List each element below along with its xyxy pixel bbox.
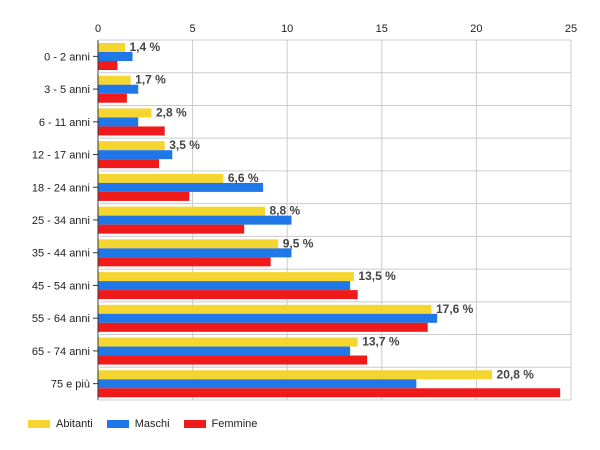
bar-abitanti[interactable] (98, 370, 493, 380)
bar-maschi[interactable] (98, 52, 133, 61)
data-label: 6,6 % (228, 171, 259, 185)
bar-maschi[interactable] (98, 150, 173, 160)
bar-abitanti[interactable] (98, 108, 152, 118)
x-tick-label: 20 (470, 23, 482, 35)
bar-maschi[interactable] (98, 182, 264, 192)
data-label: 17,6 % (436, 302, 474, 316)
category-label: 3 - 5 anni (44, 84, 90, 96)
legend-label-abitanti: Abitanti (56, 418, 93, 430)
category-label: 12 - 17 anni (32, 150, 90, 162)
bar-maschi[interactable] (98, 346, 351, 356)
bar-abitanti[interactable] (98, 43, 125, 52)
category-label: 25 - 34 anni (32, 215, 90, 227)
x-tick-label: 0 (95, 23, 101, 35)
data-label: 1,7 % (135, 73, 166, 87)
bar-femmine[interactable] (98, 159, 160, 169)
bar-abitanti[interactable] (98, 304, 432, 314)
data-label: 1,4 % (129, 40, 160, 54)
category-label: 18 - 24 anni (32, 182, 90, 194)
x-tick-label: 5 (190, 23, 196, 35)
data-label: 8,8 % (269, 204, 300, 218)
bar-femmine[interactable] (98, 388, 561, 398)
data-label: 9,5 % (283, 236, 314, 250)
bar-abitanti[interactable] (98, 173, 224, 183)
x-tick-label: 25 (565, 23, 577, 35)
bar-abitanti[interactable] (98, 239, 279, 249)
category-label: 55 - 64 anni (32, 313, 90, 325)
category-label: 6 - 11 anni (39, 117, 90, 129)
category-label: 0 - 2 anni (44, 51, 90, 63)
bar-femmine[interactable] (98, 322, 428, 332)
category-label: 75 e più (51, 379, 90, 391)
legend-swatch-abitanti (28, 420, 50, 428)
bar-maschi[interactable] (98, 215, 292, 225)
bar-femmine[interactable] (98, 257, 271, 267)
bar-femmine[interactable] (98, 126, 165, 136)
data-label: 3,5 % (169, 138, 200, 152)
data-label: 2,8 % (156, 105, 187, 119)
data-label: 20,8 % (497, 367, 535, 381)
legend-swatch-femmine (183, 420, 206, 428)
bar-abitanti[interactable] (98, 141, 165, 151)
bar-femmine[interactable] (98, 93, 127, 103)
bar-maschi[interactable] (98, 379, 417, 389)
bar-maschi[interactable] (98, 248, 292, 258)
bar-maschi[interactable] (98, 281, 351, 291)
x-tick-label: 10 (281, 23, 293, 35)
bar-femmine[interactable] (98, 224, 245, 234)
bar-abitanti[interactable] (98, 206, 265, 216)
legend-item-abitanti[interactable]: Abitanti (28, 418, 93, 430)
data-label: 13,7 % (362, 335, 400, 349)
bar-femmine[interactable] (98, 61, 118, 70)
bar-femmine[interactable] (98, 355, 368, 365)
legend-item-femmine[interactable]: Femmine (183, 418, 258, 430)
bar-abitanti[interactable] (98, 272, 354, 282)
data-label: 13,5 % (358, 269, 396, 283)
legend-label-femmine: Femmine (211, 418, 258, 430)
bar-maschi[interactable] (98, 117, 139, 127)
category-label: 45 - 54 anni (32, 280, 90, 292)
category-label: 35 - 44 anni (32, 248, 90, 260)
legend: Abitanti Maschi Femmine (28, 418, 257, 430)
bar-maschi[interactable] (98, 313, 438, 323)
category-label: 65 - 74 anni (32, 346, 90, 358)
bar-femmine[interactable] (98, 191, 190, 201)
legend-swatch-maschi (106, 420, 129, 428)
legend-item-maschi[interactable]: Maschi (106, 418, 170, 430)
x-tick-label: 15 (376, 23, 388, 35)
legend-label-maschi: Maschi (134, 418, 170, 430)
bar-abitanti[interactable] (98, 75, 131, 85)
bar-maschi[interactable] (98, 84, 139, 94)
bar-femmine[interactable] (98, 290, 358, 300)
bar-abitanti[interactable] (98, 337, 358, 347)
